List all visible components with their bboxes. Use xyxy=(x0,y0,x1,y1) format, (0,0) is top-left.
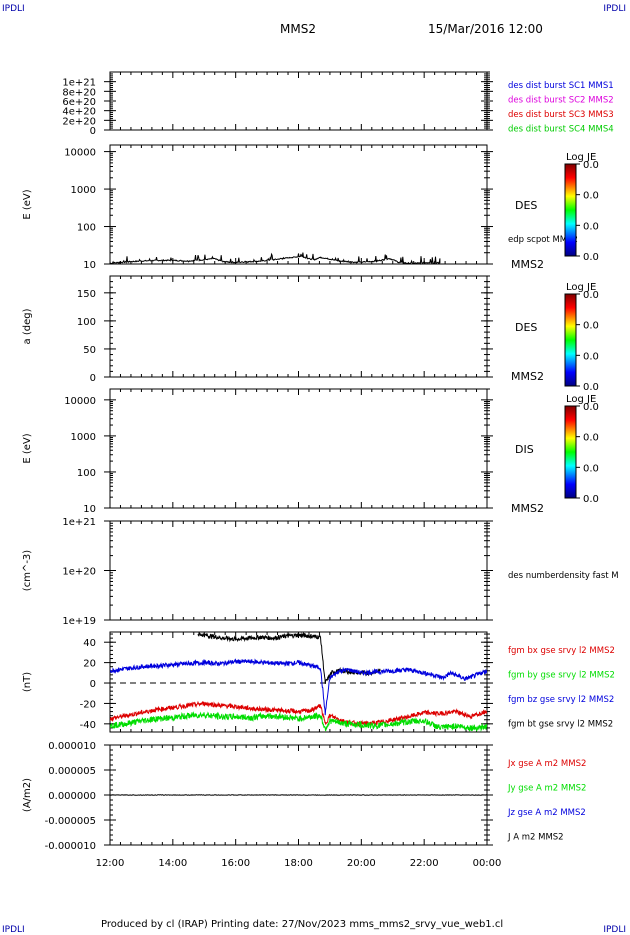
colorbar-tick-label: 0.0 xyxy=(583,351,599,362)
x-tick-label: 20:00 xyxy=(347,858,376,869)
colorbar-tick-label: 0.0 xyxy=(583,191,599,202)
panel-6 xyxy=(104,632,493,732)
legend-entry: Jz gse A m2 MMS2 xyxy=(507,808,586,818)
colorbar-tick-label: 0.0 xyxy=(583,290,599,301)
panel-7 xyxy=(104,745,493,845)
y-axis-label: (A/m2) xyxy=(22,778,33,812)
y-tick-label: 100 xyxy=(77,468,96,479)
x-tick-label: 14:00 xyxy=(158,858,187,869)
panel-3 xyxy=(104,276,493,377)
y-tick-label: 0 xyxy=(90,126,96,137)
panel-frame xyxy=(110,276,487,377)
panel-frame xyxy=(110,389,487,508)
y-tick-label: 10000 xyxy=(64,396,96,407)
y-tick-label: -20 xyxy=(80,699,96,710)
x-tick-label: 18:00 xyxy=(284,858,313,869)
y-tick-label: 1e+19 xyxy=(62,616,96,627)
colorbar-gradient xyxy=(565,294,576,386)
spacecraft-label: MMS2 xyxy=(511,502,544,515)
series-line-bt xyxy=(198,632,380,684)
y-tick-label: 0 xyxy=(90,679,96,690)
legend-entry: des dist burst SC1 MMS1 xyxy=(508,81,614,91)
y-tick-label: 10 xyxy=(83,504,96,515)
y-tick-label: 150 xyxy=(77,289,96,300)
panel-frame xyxy=(110,521,487,620)
footer-credits: Produced by cl (IRAP) Printing date: 27/… xyxy=(101,919,503,930)
y-tick-label: 0.000010 xyxy=(48,741,96,752)
y-tick-label: 1e+21 xyxy=(62,78,96,89)
colorbar-tick-label: 0.0 xyxy=(583,463,599,474)
colorbar-3 xyxy=(565,406,580,498)
y-tick-label: -0.000010 xyxy=(45,841,96,852)
y-tick-label: 10000 xyxy=(64,148,96,159)
legend-entry: fgm by gse srvy l2 MMS2 xyxy=(508,671,615,681)
legend-entry: fgm bz gse srvy l2 MMS2 xyxy=(508,695,614,705)
x-tick-label: 22:00 xyxy=(410,858,439,869)
y-tick-label: 0 xyxy=(90,373,96,384)
field-series-group xyxy=(110,632,487,731)
y-tick-label: -40 xyxy=(80,720,96,731)
x-tick-label: 00:00 xyxy=(473,858,502,869)
legend-entry: des dist burst SC3 MMS3 xyxy=(508,110,614,120)
instrument-label: DIS xyxy=(515,443,534,456)
scpot-series-line xyxy=(110,253,440,264)
colorbar-tick-label: 0.0 xyxy=(583,252,599,263)
legend-entry: des numberdensity fast M xyxy=(508,571,619,581)
spacecraft-label: MMS2 xyxy=(511,258,544,271)
y-tick-label: 1000 xyxy=(71,185,96,196)
panel-5 xyxy=(104,521,493,620)
panel-2 xyxy=(104,145,493,264)
y-axis-label: E (eV) xyxy=(22,433,33,463)
legend-entry: fgm bx gse srvy l2 MMS2 xyxy=(508,646,615,656)
x-tick-label: 16:00 xyxy=(221,858,250,869)
y-tick-label: 10 xyxy=(83,260,96,271)
spacecraft-label: MMS2 xyxy=(511,370,544,383)
y-tick-label: 2e+20 xyxy=(62,116,96,127)
panel-frame xyxy=(110,145,487,264)
colorbar-2 xyxy=(565,294,580,386)
legend-entry: Jy gse A m2 MMS2 xyxy=(507,784,586,794)
legend-entry: des dist burst SC4 MMS4 xyxy=(508,125,614,135)
colorbar-tick-label: 0.0 xyxy=(583,382,599,393)
colorbar-gradient xyxy=(565,164,576,256)
legend-entry: des dist burst SC2 MMS2 xyxy=(508,96,614,106)
series-line-bx xyxy=(110,702,487,726)
y-tick-label: 8e+20 xyxy=(62,87,96,98)
colorbar-tick-label: 0.0 xyxy=(583,321,599,332)
y-axis-label: (nT) xyxy=(22,672,33,692)
y-tick-label: 1e+20 xyxy=(62,567,96,578)
panel-frame xyxy=(110,72,487,130)
colorbar-tick-label: 0.0 xyxy=(583,402,599,413)
y-tick-label: 1000 xyxy=(71,432,96,443)
instrument-label: DES xyxy=(515,321,537,334)
y-tick-label: 6e+20 xyxy=(62,97,96,108)
panel-4 xyxy=(104,389,493,508)
y-axis-label: a (deg) xyxy=(22,308,33,344)
legend-entry: Jx gse A m2 MMS2 xyxy=(507,759,586,769)
colorbar-tick-label: 0.0 xyxy=(583,433,599,444)
y-tick-label: 0.000005 xyxy=(48,766,96,777)
y-axis-label: E (eV) xyxy=(22,189,33,219)
y-tick-label: -0.000005 xyxy=(45,816,96,827)
y-tick-label: 40 xyxy=(83,638,96,649)
y-tick-label: 20 xyxy=(83,659,96,670)
x-tick-label: 12:00 xyxy=(96,858,125,869)
y-tick-label: 4e+20 xyxy=(62,107,96,118)
colorbar-tick-label: 0.0 xyxy=(583,160,599,171)
y-tick-label: 1e+21 xyxy=(62,517,96,528)
colorbar-tick-label: 0.0 xyxy=(583,221,599,232)
y-tick-label: 50 xyxy=(83,345,96,356)
colorbar-gradient xyxy=(565,406,576,498)
panel-1 xyxy=(104,72,493,130)
instrument-label: DES xyxy=(515,199,537,212)
legend-entry: J A m2 MMS2 xyxy=(507,833,564,843)
legend-entry: fgm bt gse srvy l2 MMS2 xyxy=(508,720,613,730)
colorbar-tick-label: 0.0 xyxy=(583,494,599,505)
y-tick-label: 0.000000 xyxy=(48,791,96,802)
y-tick-label: 100 xyxy=(77,223,96,234)
y-tick-label: 100 xyxy=(77,317,96,328)
y-axis-label: (cm^-3) xyxy=(22,550,33,591)
